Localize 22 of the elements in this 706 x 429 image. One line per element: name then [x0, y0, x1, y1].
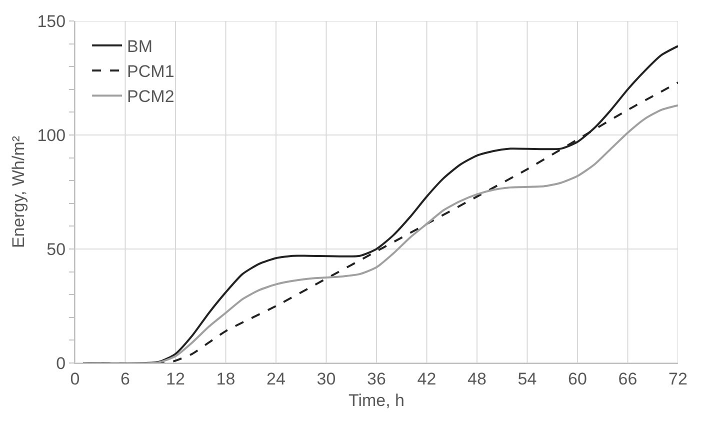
y-tick-label: 50: [46, 240, 66, 259]
x-tick-label: 30: [316, 369, 336, 388]
legend-label: PCM1: [127, 62, 174, 82]
x-tick-label: 48: [468, 369, 486, 388]
x-tick-label: 54: [518, 369, 537, 388]
x-tick-label: 18: [216, 369, 236, 388]
x-tick-label: 72: [668, 369, 688, 388]
y-tick-label: 100: [37, 126, 66, 145]
x-tick-label: 0: [70, 369, 80, 388]
x-tick-label: 6: [120, 369, 130, 388]
y-tick-label: 0: [56, 354, 66, 373]
legend-label: BM: [127, 37, 153, 56]
x-tick-label: 60: [568, 369, 587, 388]
x-tick-label: 36: [367, 369, 386, 388]
x-tick-label: 42: [417, 369, 436, 388]
y-axis-title: Energy, Wh/m²: [8, 136, 28, 248]
x-tick-label: 24: [266, 369, 286, 388]
x-tick-label: 12: [166, 369, 185, 388]
x-axis-title: Time, h: [348, 390, 405, 410]
x-tick-label: 66: [618, 369, 638, 388]
legend-label: PCM2: [127, 87, 174, 106]
y-tick-label: 150: [37, 12, 66, 31]
